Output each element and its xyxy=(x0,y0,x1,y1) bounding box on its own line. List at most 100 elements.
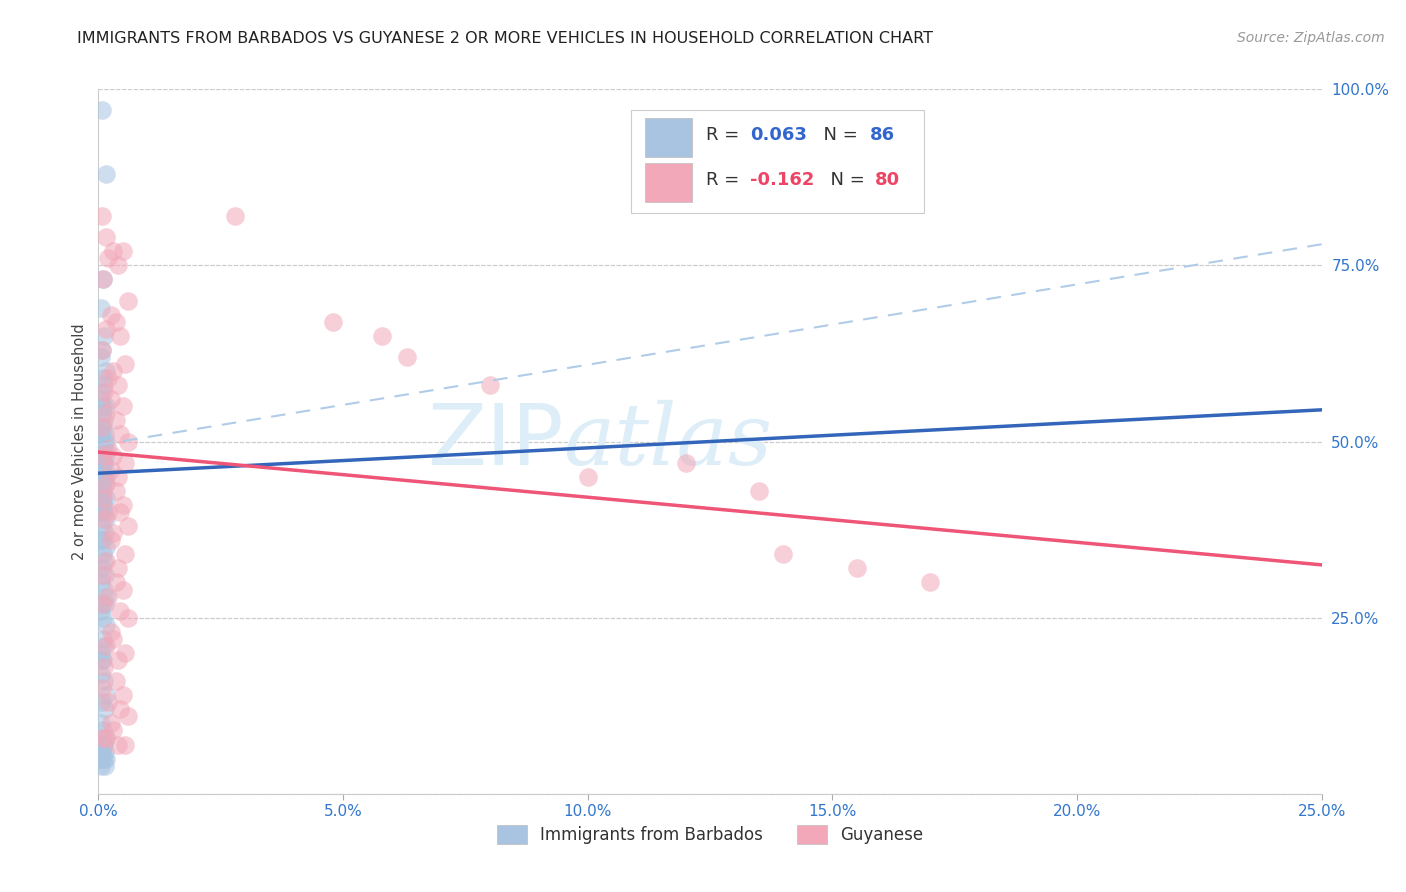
Point xyxy=(90,420,112,434)
Point xyxy=(90,385,112,400)
Point xyxy=(111,582,134,597)
Point xyxy=(110,702,132,716)
Text: atlas: atlas xyxy=(564,401,772,483)
Point xyxy=(104,674,127,689)
Point xyxy=(111,244,134,259)
Point xyxy=(111,498,134,512)
Point xyxy=(96,688,118,702)
Text: 0.063: 0.063 xyxy=(751,127,807,145)
Point xyxy=(845,561,868,575)
Point xyxy=(101,723,124,738)
Point xyxy=(93,660,115,674)
Point xyxy=(94,526,117,541)
Point xyxy=(91,272,114,286)
Legend: Immigrants from Barbados, Guyanese: Immigrants from Barbados, Guyanese xyxy=(489,817,931,853)
Point xyxy=(322,315,344,329)
Point xyxy=(94,399,117,413)
Point xyxy=(90,751,112,765)
Point xyxy=(675,456,697,470)
Point xyxy=(91,371,114,385)
Point xyxy=(94,476,117,491)
Point xyxy=(920,575,942,590)
Point xyxy=(91,449,114,463)
Text: IMMIGRANTS FROM BARBADOS VS GUYANESE 2 OR MORE VEHICLES IN HOUSEHOLD CORRELATION: IMMIGRANTS FROM BARBADOS VS GUYANESE 2 O… xyxy=(77,31,934,46)
Point xyxy=(104,575,127,590)
Point xyxy=(100,533,122,548)
Point xyxy=(97,371,120,385)
Point xyxy=(90,653,112,667)
Point xyxy=(96,434,118,449)
Point xyxy=(97,590,120,604)
Point xyxy=(94,476,117,491)
Point xyxy=(93,434,115,449)
Point xyxy=(91,103,114,118)
Point xyxy=(91,442,114,456)
Point xyxy=(107,653,129,667)
Text: N =: N = xyxy=(811,127,863,145)
Point xyxy=(90,392,112,407)
Point xyxy=(90,434,112,449)
Point xyxy=(101,449,124,463)
Point xyxy=(90,533,112,548)
Point xyxy=(101,632,124,646)
Point xyxy=(91,653,114,667)
Point xyxy=(94,639,117,653)
Point xyxy=(93,639,115,653)
Point xyxy=(90,758,112,772)
Point xyxy=(94,702,117,716)
Point xyxy=(90,604,112,618)
Point xyxy=(91,209,114,223)
Point xyxy=(94,731,117,745)
Y-axis label: 2 or more Vehicles in Household: 2 or more Vehicles in Household xyxy=(72,323,87,560)
Point xyxy=(96,469,118,483)
Point xyxy=(100,716,122,731)
Point xyxy=(93,378,115,392)
Point xyxy=(91,632,114,646)
Point xyxy=(97,442,120,456)
Point xyxy=(93,582,115,597)
Point xyxy=(91,610,114,624)
Point xyxy=(90,427,112,442)
Point xyxy=(772,547,794,561)
Point xyxy=(90,350,112,364)
Point xyxy=(114,547,136,561)
FancyBboxPatch shape xyxy=(645,118,692,157)
Point xyxy=(91,738,114,752)
Point xyxy=(104,413,127,427)
Point xyxy=(110,604,132,618)
Point xyxy=(91,456,114,470)
Point xyxy=(110,505,132,519)
Point xyxy=(91,483,114,498)
Point xyxy=(93,554,115,568)
Point xyxy=(90,463,112,477)
Point xyxy=(90,498,112,512)
Point xyxy=(94,427,117,442)
Point xyxy=(91,343,114,357)
Point xyxy=(90,561,112,575)
Point xyxy=(100,624,122,639)
Point xyxy=(93,385,115,400)
Text: 86: 86 xyxy=(870,127,896,145)
Point xyxy=(96,512,118,526)
Point xyxy=(117,434,139,449)
Point xyxy=(107,259,129,273)
Point xyxy=(93,413,115,427)
Point xyxy=(371,328,394,343)
Point xyxy=(93,751,115,765)
Point xyxy=(91,681,114,696)
Point xyxy=(94,322,117,336)
Point xyxy=(94,463,117,477)
Point xyxy=(94,541,117,555)
Point xyxy=(104,315,127,329)
Point xyxy=(90,667,112,681)
Point xyxy=(117,293,139,308)
Point xyxy=(91,751,114,765)
Point xyxy=(94,442,117,456)
Point xyxy=(576,469,599,483)
Point xyxy=(90,716,112,731)
Point xyxy=(91,491,114,505)
Point xyxy=(91,406,114,420)
Point xyxy=(748,483,770,498)
Point xyxy=(101,526,124,541)
Point xyxy=(94,758,117,772)
